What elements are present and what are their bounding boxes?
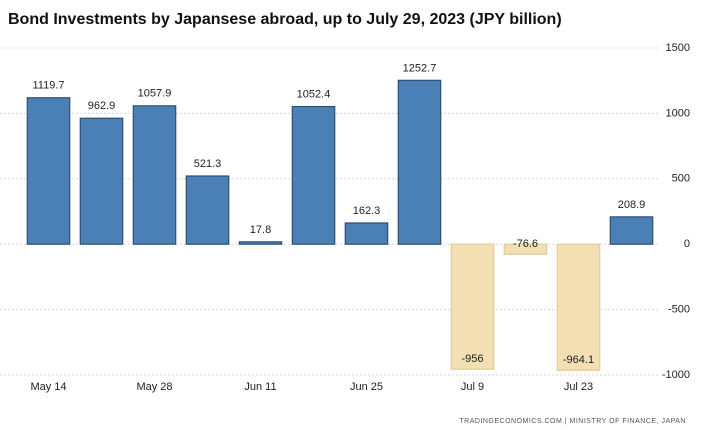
value-label: 17.8 (250, 224, 271, 236)
bar (238, 241, 283, 245)
x-tick-label: May 28 (136, 381, 172, 393)
bar (26, 97, 71, 245)
y-tick-label: 500 (672, 173, 690, 185)
value-label: 1057.9 (138, 88, 172, 100)
x-tick-label: Jun 11 (244, 381, 276, 393)
bar (609, 216, 654, 245)
value-label: 208.9 (618, 199, 646, 211)
value-label: 1119.7 (32, 80, 64, 92)
source: TRADINGECONOMICS.COM | MINISTRY OF FINAN… (459, 418, 686, 425)
bar (185, 175, 230, 245)
x-tick-label: Jul 9 (461, 381, 484, 393)
value-label: 521.3 (194, 158, 222, 170)
value-label: 1252.7 (403, 62, 437, 74)
y-tick-label: -1000 (662, 369, 690, 381)
value-label: 1052.4 (297, 88, 331, 100)
value-label: -956 (461, 353, 483, 365)
value-label: -76.6 (513, 238, 538, 250)
bar (503, 243, 548, 255)
y-tick-label: 0 (684, 238, 690, 250)
x-tick-label: May 14 (30, 381, 66, 393)
y-tick-label: 1000 (666, 107, 690, 119)
y-tick-label: -500 (668, 304, 690, 316)
x-tick-label: Jun 25 (350, 381, 383, 393)
bar (397, 79, 442, 245)
value-label: 962.9 (88, 100, 116, 112)
bar (132, 105, 177, 245)
bar (556, 243, 601, 371)
value-label: 162.3 (353, 205, 381, 217)
chart-title: Bond Investments by Japansese abroad, up… (8, 11, 562, 28)
bar (450, 243, 495, 370)
bar (79, 117, 124, 245)
value-label: -964.1 (563, 354, 594, 366)
bar (291, 105, 336, 245)
y-tick-label: 1500 (666, 42, 690, 54)
x-tick-label: Jul 23 (564, 381, 593, 393)
bar (344, 222, 389, 245)
